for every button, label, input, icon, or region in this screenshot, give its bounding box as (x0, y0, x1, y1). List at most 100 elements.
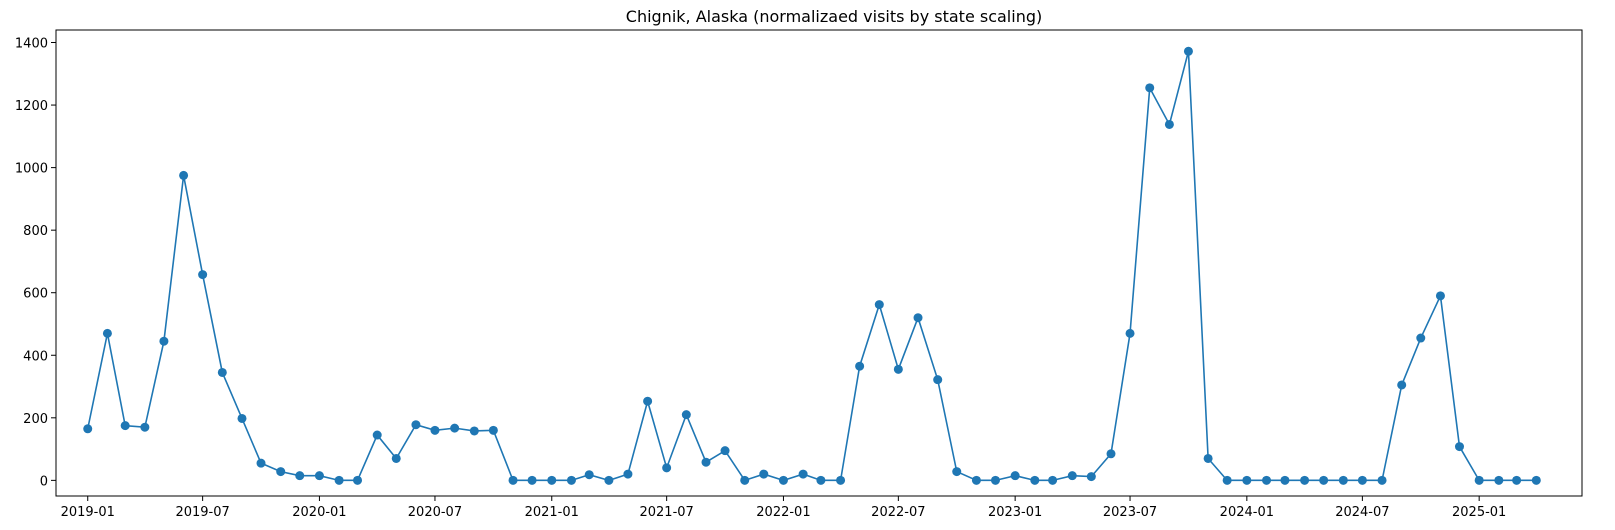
data-point (527, 475, 537, 485)
y-tick-label: 800 (23, 224, 48, 239)
y-tick-label: 1400 (15, 37, 48, 52)
data-point (1357, 475, 1367, 485)
data-point (720, 446, 730, 456)
x-tick-label: 2021-01 (525, 505, 579, 520)
data-point (1512, 475, 1522, 485)
data-point (256, 458, 266, 468)
x-tick-label: 2023-07 (1103, 505, 1157, 520)
data-point (469, 426, 479, 436)
data-point (952, 467, 962, 477)
data-point (701, 457, 711, 467)
data-point (450, 423, 460, 433)
data-point (604, 475, 614, 485)
data-point (120, 421, 130, 431)
data-point (643, 396, 653, 406)
data-point (759, 469, 769, 479)
x-tick-label: 2021-07 (639, 505, 693, 520)
data-point (411, 420, 421, 430)
x-axis: 2019-01 2019-07 2020-01 2020-07 2021-01 2021-… (61, 496, 1506, 520)
x-tick-label: 2022-01 (756, 505, 810, 520)
data-point (314, 471, 324, 481)
data-point (913, 313, 923, 323)
data-point (179, 170, 189, 180)
y-tick-label: 400 (23, 349, 48, 364)
y-tick-label: 600 (23, 287, 48, 302)
data-point (334, 475, 344, 485)
data-point (1067, 471, 1077, 481)
y-tick-label: 0 (40, 474, 48, 489)
data-point (855, 361, 865, 371)
data-point (1280, 475, 1290, 485)
data-point (1474, 475, 1484, 485)
data-point (623, 469, 633, 479)
data-point (1010, 471, 1020, 481)
data-point (508, 475, 518, 485)
data-point (1125, 328, 1135, 338)
data-point (933, 375, 943, 385)
data-point (353, 475, 363, 485)
data-point (1145, 83, 1155, 93)
data-point (159, 336, 169, 346)
data-point (372, 430, 382, 440)
data-point (1319, 475, 1329, 485)
data-point (740, 475, 750, 485)
data-point (1030, 475, 1040, 485)
data-point (778, 475, 788, 485)
x-tick-label: 2024-01 (1220, 505, 1274, 520)
plot-series (83, 46, 1541, 485)
data-point (816, 475, 826, 485)
data-point (584, 470, 594, 480)
series-line (86, 51, 1537, 482)
y-tick-label: 200 (23, 412, 48, 427)
x-tick-label: 2020-01 (292, 505, 346, 520)
plot-frame (55, 29, 1583, 497)
data-point (1377, 475, 1387, 485)
data-point (198, 270, 208, 280)
data-point (1531, 475, 1541, 485)
x-tick-label: 2019-07 (175, 505, 229, 520)
x-tick-label: 2023-01 (988, 505, 1042, 520)
data-point (295, 471, 305, 481)
data-point (836, 475, 846, 485)
y-tick-label: 1000 (15, 162, 48, 177)
data-point (1106, 449, 1116, 459)
y-tick-label: 1200 (15, 99, 48, 114)
data-point (990, 475, 1000, 485)
data-point (1048, 475, 1058, 485)
data-point (1183, 46, 1193, 56)
x-tick-label: 2022-07 (871, 505, 925, 520)
x-tick-label: 2025-01 (1452, 505, 1506, 520)
data-point (547, 475, 557, 485)
y-axis: 0 200 400 600 800 1000 1200 1400 (15, 37, 56, 489)
data-point (1262, 475, 1272, 485)
x-tick-label: 2024-07 (1335, 505, 1389, 520)
data-point (237, 413, 247, 423)
data-point (1416, 333, 1426, 343)
data-point (1300, 475, 1310, 485)
data-point (102, 328, 112, 338)
data-point (798, 469, 808, 479)
data-point (140, 422, 150, 432)
data-point (1494, 475, 1504, 485)
data-point (391, 453, 401, 463)
chart-title: Chignik, Alaska (normalizaed visits by s… (626, 7, 1042, 26)
data-point (217, 367, 227, 377)
data-point (971, 475, 981, 485)
data-point (1454, 442, 1464, 452)
data-point (1086, 472, 1096, 482)
data-point (1242, 475, 1252, 485)
data-point (276, 467, 286, 477)
x-tick-label: 2020-07 (408, 505, 462, 520)
data-point (662, 463, 672, 473)
data-point (1338, 475, 1348, 485)
data-point (681, 410, 691, 420)
data-point (1164, 119, 1174, 129)
data-point (1222, 475, 1232, 485)
data-point (488, 425, 498, 435)
data-point (430, 425, 440, 435)
data-point (83, 424, 93, 434)
data-point (1203, 453, 1213, 463)
data-point (874, 300, 884, 310)
